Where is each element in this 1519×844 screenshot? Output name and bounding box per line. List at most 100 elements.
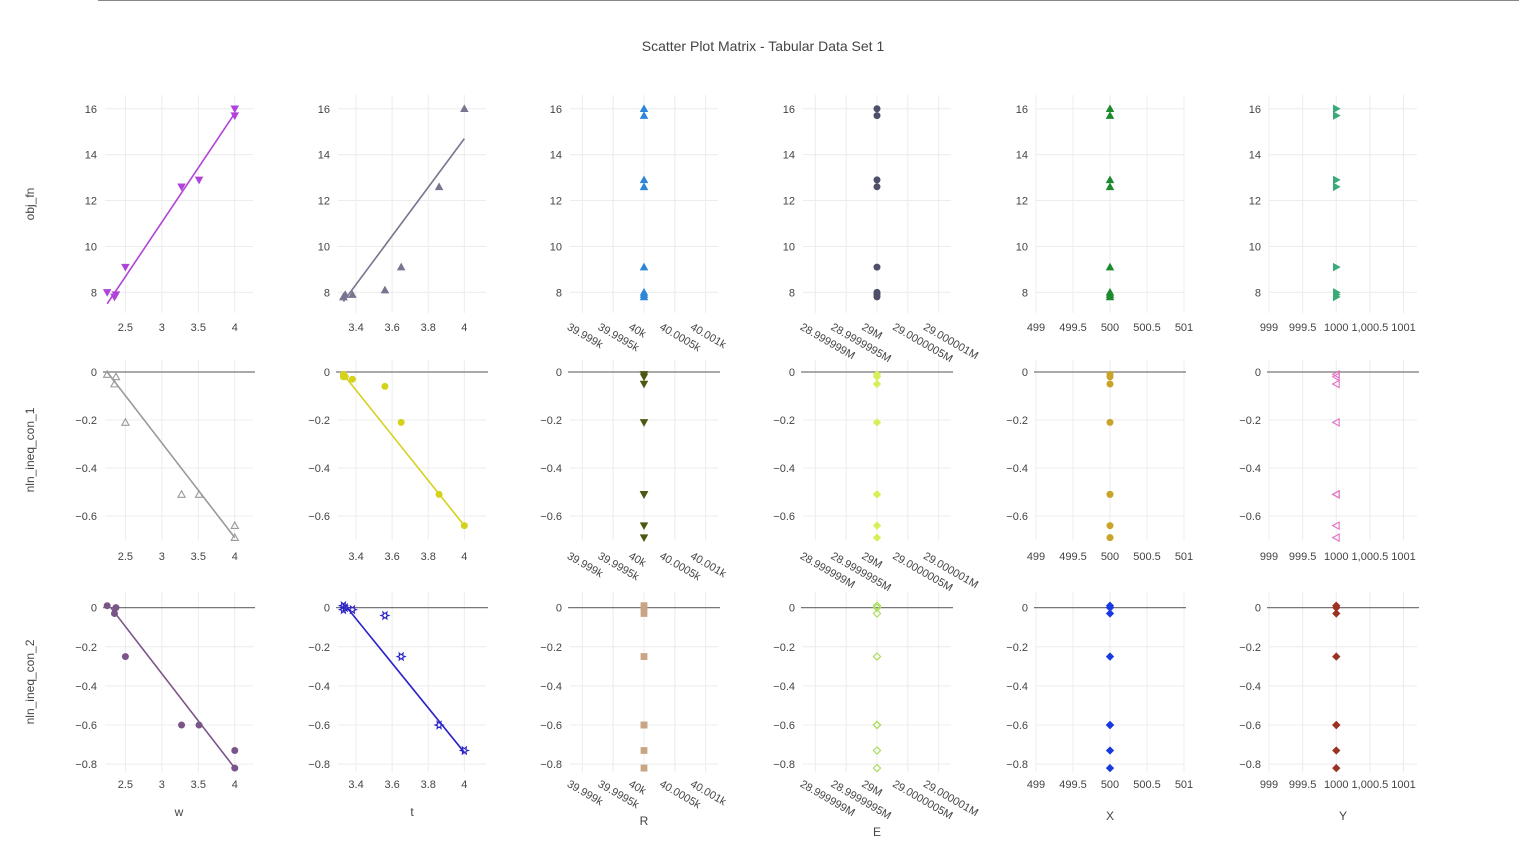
y-tick-label-obj_fn-R-1: 10 (550, 241, 562, 253)
y-tick-label-nln_ineq_con_2-E-1: −0.2 (773, 642, 795, 654)
point-nln_ineq_con_2-vs-X-2 (1105, 603, 1115, 612)
point-nln_ineq_con_2-vs-Y-3 (1332, 652, 1341, 661)
panel-nln_ineq_con_2-vs-t: 0 −0.2 −0.4 −0.6 −0.8 3.4 3.6 3.8 4 (308, 592, 488, 791)
point-nln_ineq_con_1-vs-R-2 (639, 373, 649, 382)
point-obj_fn-vs-E-4 (873, 183, 881, 191)
y-tick-label-obj_fn-E-3: 14 (783, 150, 795, 162)
fit-line-obj_fn-vs-t (342, 138, 465, 303)
x-tick-label-obj_fn-w-1: 3 (159, 322, 165, 334)
chart-title: Scatter Plot Matrix - Tabular Data Set 1 (642, 38, 885, 54)
y-tick-label-nln_ineq_con_2-Y-2: −0.4 (1239, 681, 1261, 693)
x-axis-label-X: X (1106, 809, 1114, 823)
panel-obj_fn-vs-w: 8 10 12 14 16 2.5 3 3.5 4 (85, 95, 253, 334)
point-obj_fn-vs-w-7 (230, 112, 240, 121)
point-obj_fn-vs-t-6 (434, 182, 444, 191)
point-obj_fn-vs-Y-2 (1332, 290, 1341, 299)
point-nln_ineq_con_1-vs-X-7 (1106, 534, 1114, 542)
point-obj_fn-vs-X-2 (1105, 290, 1115, 298)
point-nln_ineq_con_1-vs-E-6 (872, 521, 882, 530)
point-nln_ineq_con_2-vs-Y-1 (1332, 609, 1341, 618)
x-axis-label-t: t (410, 805, 414, 819)
point-nln_ineq_con_2-vs-Y-2 (1332, 603, 1341, 612)
point-nln_ineq_con_2-vs-w-0 (103, 602, 111, 610)
point-nln_ineq_con_1-vs-Y-6 (1331, 521, 1340, 531)
point-nln_ineq_con_2-vs-t-5 (395, 651, 407, 662)
x-tick-label-nln_ineq_con_1-Y-2: 1000 (1324, 551, 1348, 563)
point-nln_ineq_con_1-vs-X-1 (1106, 380, 1114, 388)
y-tick-label-nln_ineq_con_2-R-4: −0.8 (540, 759, 562, 771)
y-tick-label-nln_ineq_con_1-E-2: −0.4 (773, 463, 795, 475)
point-obj_fn-vs-E-5 (873, 176, 881, 184)
point-nln_ineq_con_2-vs-R-6 (640, 747, 648, 754)
point-nln_ineq_con_1-vs-t-3 (348, 375, 356, 383)
x-tick-label-nln_ineq_con_1-w-2: 3.5 (191, 551, 206, 563)
x-tick-label-nln_ineq_con_1-t-2: 3.8 (421, 551, 436, 563)
point-nln_ineq_con_1-vs-R-5 (639, 491, 649, 499)
point-nln_ineq_con_1-vs-t-7 (460, 522, 468, 530)
point-nln_ineq_con_2-vs-E-3 (872, 652, 882, 661)
y-tick-label-obj_fn-X-2: 12 (1016, 196, 1028, 208)
point-nln_ineq_con_2-vs-t-3 (346, 604, 359, 615)
x-tick-label-nln_ineq_con_2-t-2: 3.8 (421, 779, 436, 791)
y-tick-label-obj_fn-Y-1: 10 (1249, 241, 1261, 253)
x-tick-label-obj_fn-w-0: 2.5 (118, 322, 133, 334)
point-nln_ineq_con_1-vs-Y-2 (1331, 372, 1340, 382)
panel-nln_ineq_con_2-vs-w: 0 −0.2 −0.4 −0.6 −0.8 2.5 3 3.5 4 (75, 592, 255, 791)
y-tick-label-obj_fn-w-4: 16 (85, 104, 97, 116)
y-tick-label-nln_ineq_con_1-R-2: −0.4 (540, 463, 562, 475)
x-tick-label-obj_fn-X-1: 499.5 (1059, 322, 1087, 334)
y-tick-label-nln_ineq_con_1-R-0: 0 (556, 367, 562, 379)
x-tick-label-obj_fn-X-0: 499 (1027, 322, 1045, 334)
x-tick-label-nln_ineq_con_1-w-1: 3 (159, 551, 165, 563)
y-tick-label-nln_ineq_con_2-X-1: −0.2 (1006, 642, 1028, 654)
point-obj_fn-vs-t-3 (348, 290, 357, 298)
x-tick-label-nln_ineq_con_2-w-3: 4 (232, 779, 238, 791)
y-tick-label-nln_ineq_con_1-w-3: −0.6 (75, 511, 97, 523)
point-obj_fn-vs-Y-4 (1332, 182, 1341, 192)
point-obj_fn-vs-t-7 (460, 104, 469, 113)
point-nln_ineq_con_1-vs-w-5 (194, 489, 204, 498)
point-obj_fn-vs-R-4 (639, 182, 649, 191)
y-tick-label-nln_ineq_con_2-w-1: −0.2 (75, 642, 97, 654)
point-nln_ineq_con_1-vs-R-1 (639, 380, 649, 389)
point-nln_ineq_con_1-vs-w-1 (109, 379, 120, 388)
point-obj_fn-vs-X-4 (1105, 182, 1115, 191)
point-nln_ineq_con_2-vs-E-2 (872, 603, 882, 613)
point-nln_ineq_con_1-vs-X-3 (1106, 418, 1114, 426)
y-tick-label-nln_ineq_con_2-t-2: −0.4 (308, 681, 330, 693)
point-obj_fn-vs-w-6 (230, 105, 240, 114)
y-tick-label-obj_fn-R-0: 8 (556, 287, 562, 299)
fit-line-nln_ineq_con_1-vs-t (342, 373, 465, 527)
y-tick-label-nln_ineq_con_1-w-0: 0 (91, 367, 97, 379)
panel-nln_ineq_con_2-vs-X: 0 −0.2 −0.4 −0.6 −0.8 499 499.5 500 500.5 501 (1006, 592, 1193, 791)
panel-nln_ineq_con_1-vs-t: 0 −0.2 −0.4 −0.6 3.4 3.6 3.8 4 (308, 360, 488, 563)
y-axis-label-nln_ineq_con_2: nln_ineq_con_2 (23, 639, 37, 724)
y-tick-label-nln_ineq_con_2-R-1: −0.2 (540, 642, 562, 654)
y-tick-label-nln_ineq_con_1-Y-1: −0.2 (1239, 415, 1261, 427)
y-axis-label-nln_ineq_con_1: nln_ineq_con_1 (23, 407, 37, 492)
point-nln_ineq_con_2-vs-X-7 (1105, 763, 1115, 773)
x-tick-label-obj_fn-t-2: 3.8 (421, 322, 436, 334)
y-tick-label-nln_ineq_con_2-X-3: −0.6 (1006, 720, 1028, 732)
y-tick-label-nln_ineq_con_2-w-3: −0.6 (75, 720, 97, 732)
x-tick-label-nln_ineq_con_1-t-3: 4 (461, 551, 467, 563)
x-tick-label-nln_ineq_con_1-Y-0: 999 (1260, 551, 1278, 563)
x-tick-label-nln_ineq_con_1-X-3: 500.5 (1133, 551, 1161, 563)
y-tick-label-obj_fn-Y-0: 8 (1255, 287, 1261, 299)
top-divider (98, 0, 1519, 1)
point-nln_ineq_con_2-vs-X-6 (1105, 746, 1115, 755)
y-tick-label-obj_fn-w-1: 10 (85, 241, 97, 253)
x-tick-label-nln_ineq_con_1-t-0: 3.4 (348, 551, 363, 563)
point-nln_ineq_con_1-vs-w-4 (177, 489, 187, 498)
x-axis-label-Y: Y (1339, 809, 1347, 823)
y-tick-label-obj_fn-X-4: 16 (1016, 104, 1028, 116)
point-nln_ineq_con_2-vs-E-1 (872, 609, 882, 618)
panel-nln_ineq_con_2-vs-Y: 0 −0.2 −0.4 −0.6 −0.8 999 999.5 1000 1,000.5 1001 (1239, 592, 1419, 791)
y-tick-label-obj_fn-E-0: 8 (789, 287, 795, 299)
point-nln_ineq_con_2-vs-w-4 (178, 721, 186, 729)
y-tick-label-obj_fn-t-2: 12 (318, 196, 330, 208)
point-nln_ineq_con_1-vs-X-5 (1106, 490, 1114, 498)
point-obj_fn-vs-E-6 (873, 105, 881, 113)
